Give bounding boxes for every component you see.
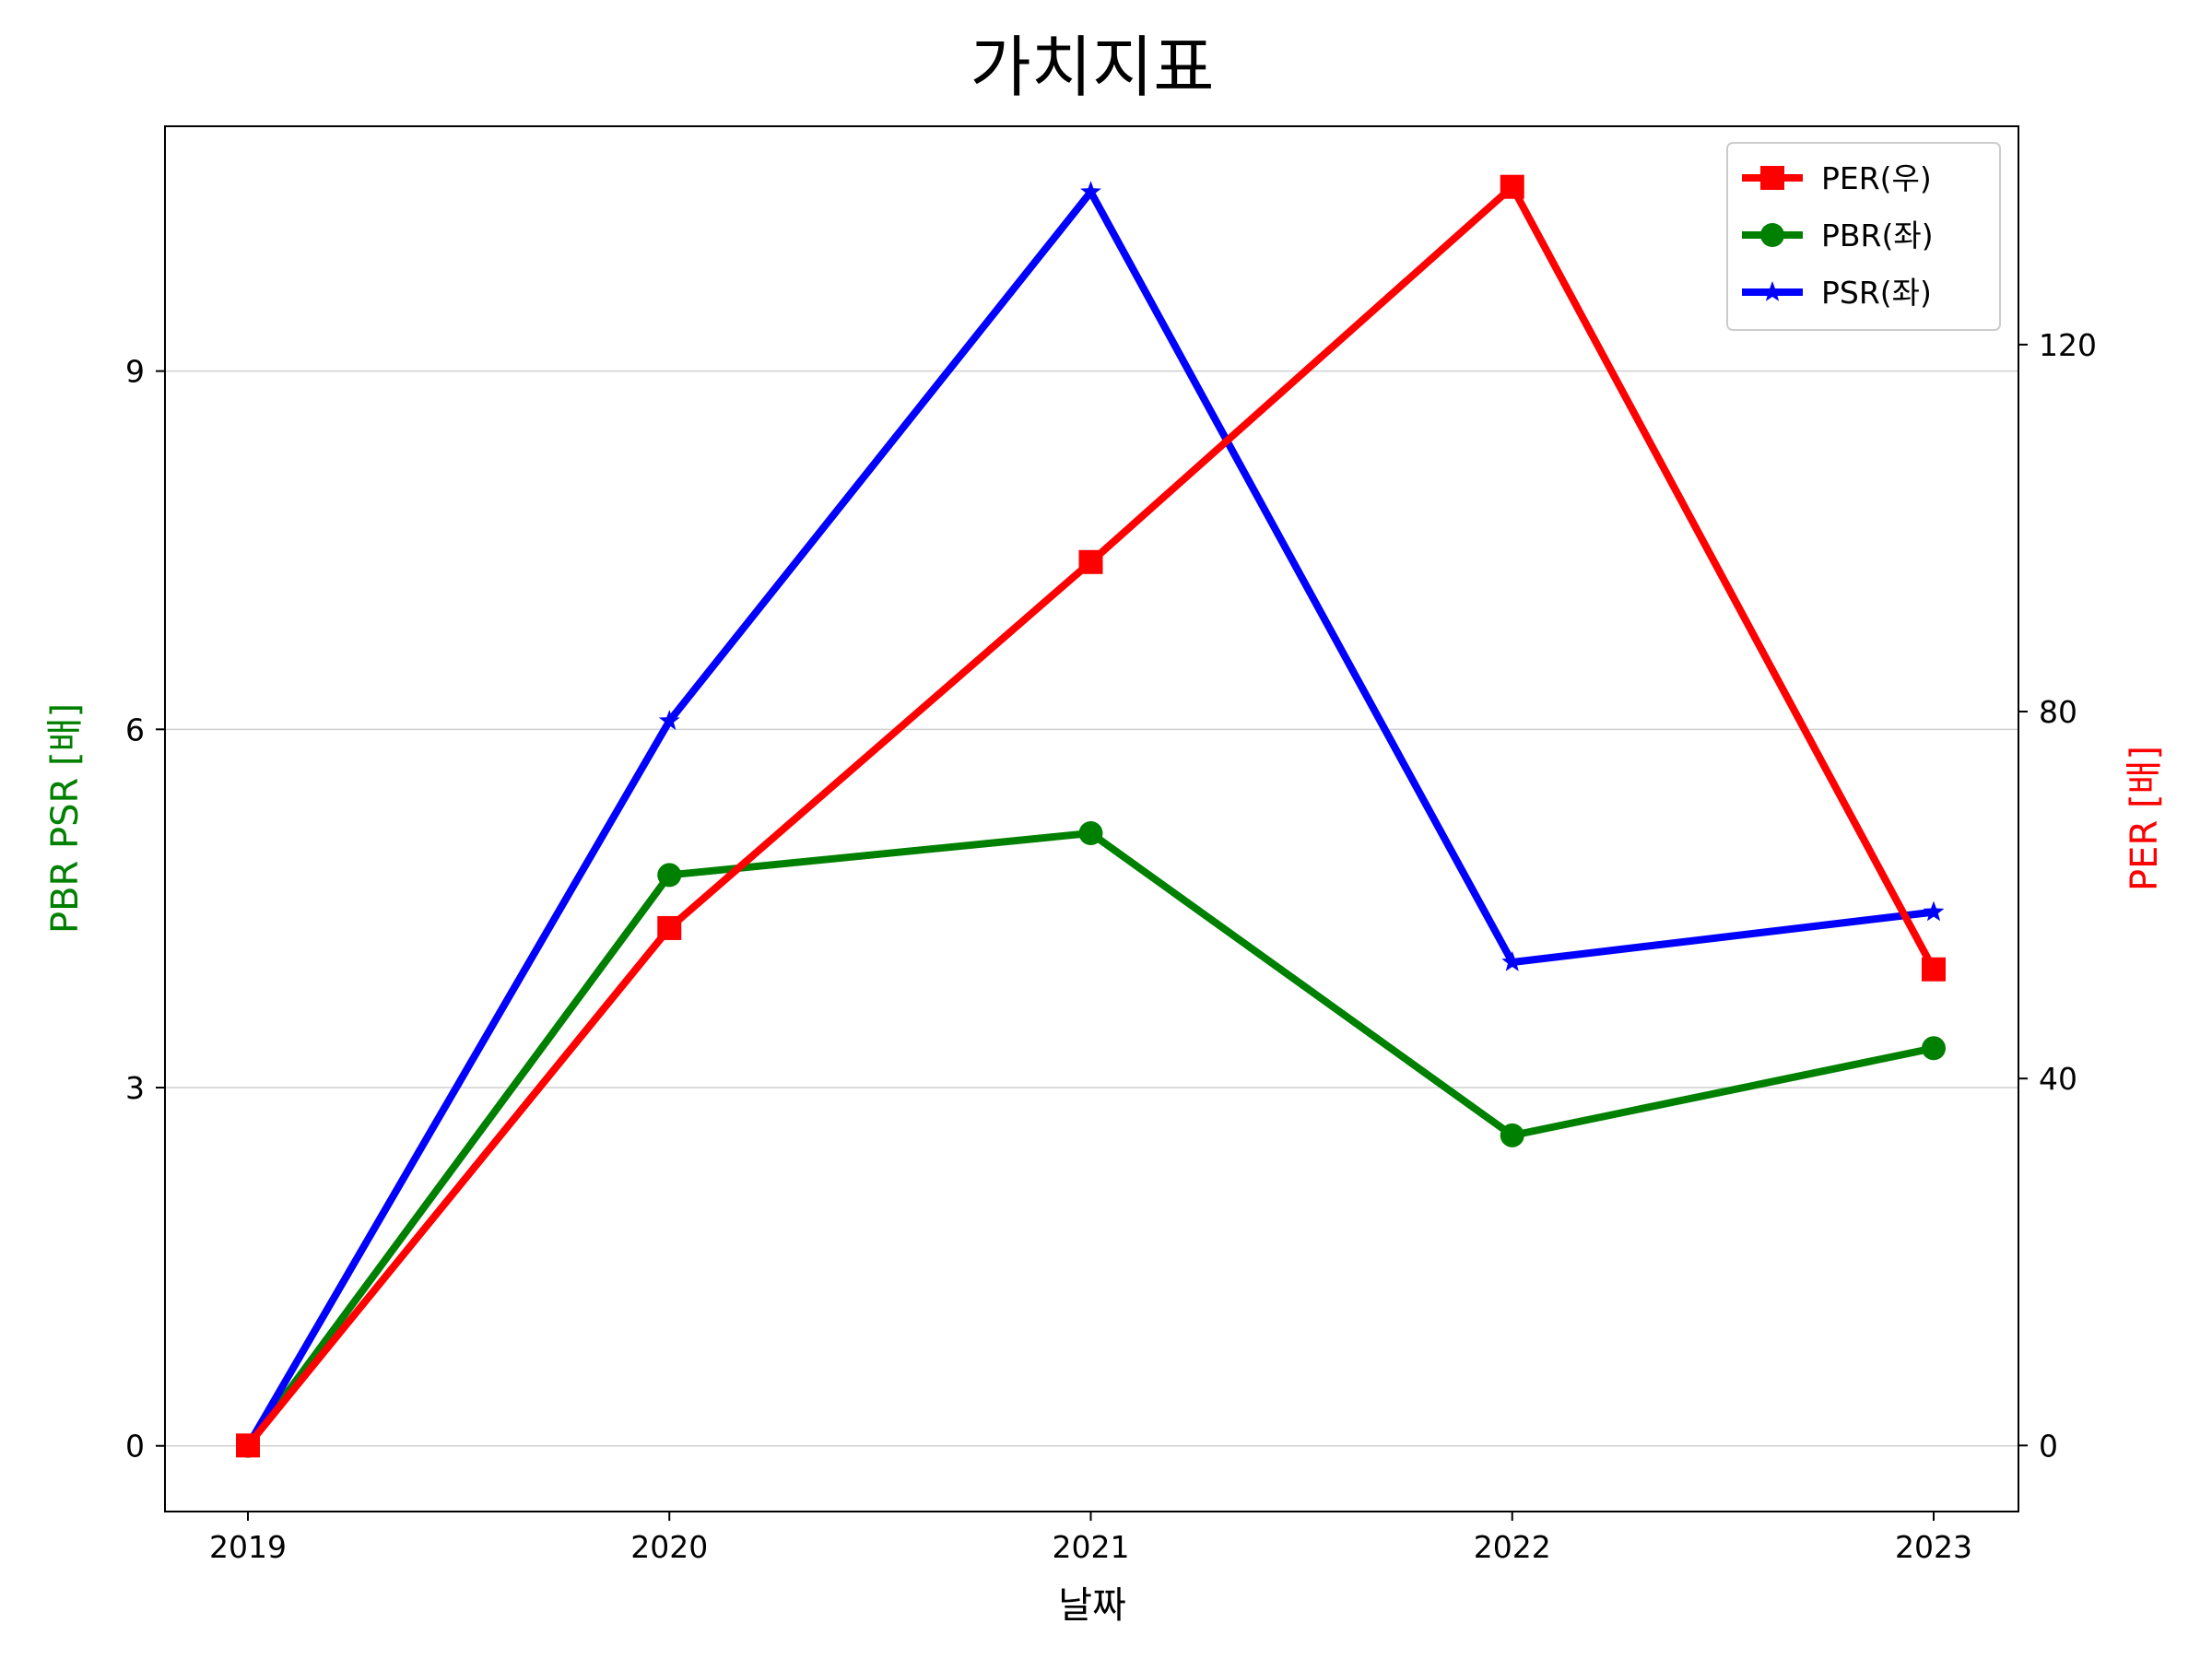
- data-point: [1922, 957, 1946, 982]
- y-axis-right-title: PER [배]: [2124, 746, 2166, 891]
- y-axis-left-title: PBR PSR [배]: [44, 703, 87, 934]
- data-point: [1923, 900, 1945, 922]
- data-point: [1080, 181, 1101, 201]
- data-point: [1500, 1123, 1524, 1147]
- plot-frame: [164, 125, 2019, 1512]
- y-right-tick-label: 80: [2039, 694, 2077, 730]
- legend-label: PSR(좌): [1821, 275, 1932, 311]
- x-axis-title: 날짜: [1058, 1584, 1126, 1627]
- data-point: [1078, 821, 1103, 846]
- y-left-tick-label: 3: [125, 1070, 145, 1106]
- legend-marker: [1761, 281, 1783, 301]
- series-line: [244, 188, 1935, 1448]
- y-right-tick-label: 0: [2039, 1428, 2058, 1464]
- gridlines: [165, 370, 2018, 1447]
- series-line: [244, 182, 1937, 1448]
- y-left-tick-label: 9: [125, 354, 145, 390]
- series-PER(우): [236, 174, 1946, 1458]
- x-tick-label: 2020: [630, 1529, 708, 1565]
- legend-entry: PER(우): [1742, 160, 1932, 196]
- legend-entry: PBR(좌): [1742, 218, 1934, 253]
- legend-label: PBR(좌): [1821, 218, 1934, 253]
- data-point: [658, 710, 680, 730]
- chart-title: 가치지표: [971, 29, 1215, 106]
- data-point: [657, 863, 682, 888]
- x-tick-label: 2023: [1895, 1529, 1972, 1565]
- y-right-tick-label: 120: [2039, 327, 2097, 363]
- legend-label: PER(우): [1821, 160, 1932, 196]
- axes: 2019 2020 2021 2022 2023 0 3 6 9 0 40 80 120: [125, 327, 2097, 1565]
- legend-entry: PSR(좌): [1742, 275, 1932, 311]
- data-point: [657, 915, 682, 940]
- legend-box: [1726, 142, 2001, 331]
- series-PSR(좌): [237, 181, 1945, 1455]
- data-point: [1501, 951, 1524, 971]
- series-group: [236, 174, 1946, 1458]
- x-tick-label: 2021: [1053, 1529, 1130, 1565]
- y-left-tick-label: 0: [125, 1429, 145, 1465]
- y-left-tick-label: 6: [125, 712, 145, 747]
- legend-marker: [1760, 223, 1784, 247]
- legend: PER(우) PBR(좌) PSR(좌): [1726, 142, 2001, 331]
- legend-marker: [1760, 166, 1784, 190]
- data-point: [1922, 1036, 1946, 1061]
- x-tick-label: 2022: [1474, 1529, 1551, 1565]
- x-tick-label: 2019: [209, 1529, 287, 1565]
- data-point: [1078, 549, 1103, 574]
- data-point: [1500, 174, 1524, 199]
- y-right-tick-label: 40: [2039, 1061, 2077, 1097]
- data-point: [236, 1433, 260, 1458]
